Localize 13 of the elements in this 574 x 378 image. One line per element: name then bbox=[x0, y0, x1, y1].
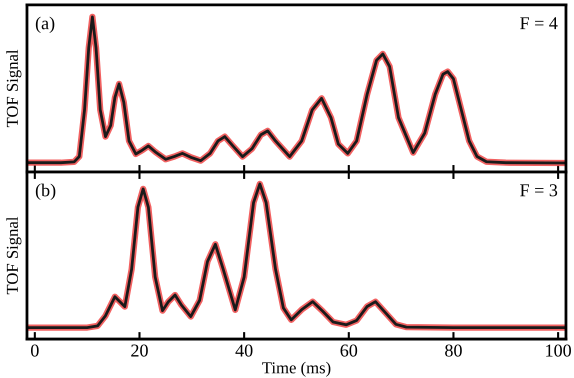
x-tick-label: 60 bbox=[340, 344, 358, 357]
annotation: F = 3 bbox=[520, 184, 558, 196]
annotation: (a) bbox=[36, 16, 54, 33]
annotation: F = 4 bbox=[520, 17, 558, 30]
x-tick-label: 40 bbox=[235, 344, 252, 357]
y-axis-title: TOF Signal bbox=[6, 216, 22, 294]
x-tick-label: 80 bbox=[445, 344, 462, 357]
x-tick-label: 0 bbox=[31, 344, 39, 357]
annotation: (b) bbox=[36, 184, 56, 200]
x-tick-label: 100 bbox=[546, 344, 571, 357]
y-axis-title: TOF Signal bbox=[6, 50, 22, 128]
x-axis-title: Time (ms) bbox=[262, 362, 330, 377]
x-tick-label: 20 bbox=[131, 344, 148, 357]
